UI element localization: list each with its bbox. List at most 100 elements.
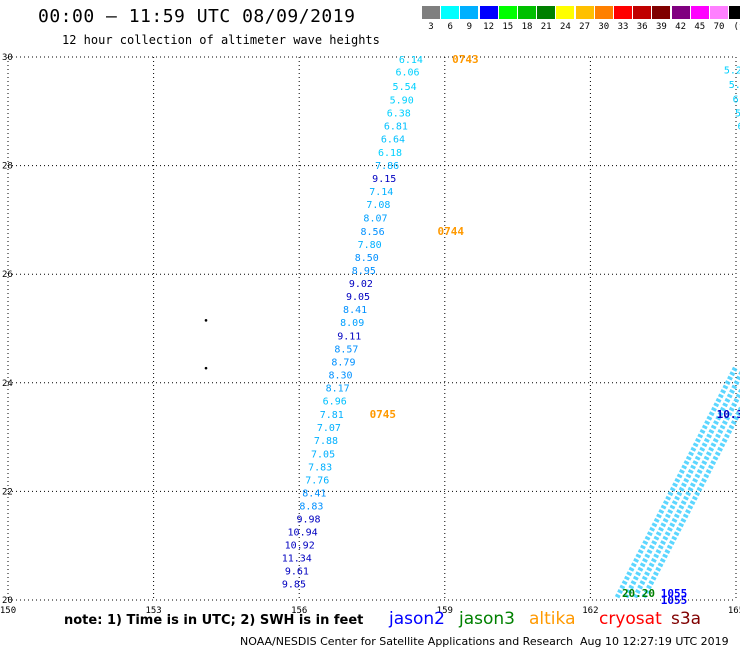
legend-label: 33: [617, 22, 629, 32]
data-point-label: 7.81: [320, 410, 344, 421]
y-tick-label: 30: [2, 53, 13, 63]
legend-swatch: [633, 6, 652, 19]
legend-unit: (ft): [733, 22, 740, 32]
data-point-label: 7.80: [358, 240, 382, 251]
time-label: 1055: [661, 594, 688, 607]
legend-label: 21: [540, 22, 552, 32]
legend-label: 39: [655, 22, 667, 32]
legend-label: 30: [598, 22, 610, 32]
legend-label: 45: [694, 22, 706, 32]
data-point-label: 8.09: [340, 318, 364, 329]
legend-label: 42: [675, 22, 687, 32]
data-point-label: 7.76: [305, 475, 329, 486]
footnote: note: 1) Time is in UTC; 2) SWH is in fe…: [64, 613, 364, 628]
satellite-label-jason3: jason3: [459, 609, 515, 629]
x-tick-label: 162: [582, 606, 598, 616]
data-point-label: 8.41: [302, 488, 326, 499]
edge-data-label: 5: [735, 108, 740, 119]
data-point-label: 6.38: [387, 108, 411, 119]
data-point-label: 5.54: [393, 82, 417, 93]
data-point-label: 7.83: [308, 462, 332, 473]
data-point-label: 8.79: [331, 358, 355, 369]
x-tick-label: 159: [437, 606, 453, 616]
legend-swatch: [671, 6, 690, 19]
data-point-label: 5.90: [390, 95, 414, 106]
legend-label: 70: [713, 22, 725, 32]
satellite-label-altika: altika: [529, 609, 576, 629]
credit-line: NOAA/NESDIS Center for Satellite Applica…: [240, 635, 574, 648]
legend-label: 3: [428, 22, 434, 32]
legend-label: 18: [521, 22, 533, 32]
data-point-label: 7.05: [311, 449, 335, 460]
island-dot: [204, 319, 208, 322]
data-point-label: 6.81: [384, 121, 408, 132]
chart-title: 00:00 – 11:59 UTC 08/09/2019: [38, 6, 356, 27]
data-point-label: 10.92: [285, 541, 315, 552]
x-tick-label: 153: [145, 606, 161, 616]
data-point-label: 9.02: [349, 279, 373, 290]
legend-label: 24: [559, 22, 571, 32]
y-tick-label: 28: [2, 162, 13, 172]
dense-track-swath: [614, 365, 739, 599]
time-label: 0745: [370, 408, 397, 421]
edge-data-label: 6: [733, 94, 739, 105]
legend-swatch: [479, 6, 498, 19]
data-point-label: 6.64: [381, 134, 405, 145]
legend-swatch: [575, 6, 594, 19]
time-label: 20.20: [622, 587, 655, 600]
data-point-label: 8.95: [352, 266, 376, 277]
data-point-label: 7.14: [369, 187, 393, 198]
legend-swatch: [710, 6, 728, 19]
edge-data-label: 6: [737, 121, 740, 132]
x-tick-label: 156: [291, 606, 307, 616]
y-tick-label: 20: [2, 596, 13, 606]
x-tick-label: 150: [0, 606, 16, 616]
time-label: 0744: [438, 225, 465, 238]
legend-swatch: [460, 6, 479, 19]
legend-swatch: [498, 6, 517, 19]
generated-timestamp: Aug 10 12:27:19 UTC 2019: [580, 635, 729, 648]
legend-swatch: [537, 6, 556, 19]
data-point-label: 8.07: [363, 214, 387, 225]
legend-label: 27: [579, 22, 591, 32]
data-point-label: 7.07: [317, 423, 341, 434]
legend-swatch: [594, 6, 613, 19]
data-point-label: 6.96: [323, 397, 347, 408]
data-point-label: 8.17: [326, 384, 350, 395]
data-point-label: 9.98: [296, 515, 320, 526]
chart-subtitle: 12 hour collection of altimeter wave hei…: [62, 33, 380, 47]
edge-data-label: 5.2: [724, 65, 740, 76]
data-point-label: 8.56: [361, 227, 385, 238]
data-point-label: 9.85: [282, 580, 306, 591]
time-label: 10.35: [717, 408, 740, 421]
x-tick-label: 165: [728, 606, 740, 616]
legend-swatch: [556, 6, 575, 19]
data-point-label: 8.41: [343, 305, 367, 316]
island-dot: [204, 366, 208, 370]
legend-swatch: [422, 6, 440, 19]
dense-track-swath: [632, 387, 740, 599]
legend-swatch: [690, 6, 709, 19]
legend-swatch: [729, 6, 740, 19]
data-point-label: 9.61: [285, 567, 309, 578]
satellite-label-s3a: s3a: [671, 609, 702, 629]
legend-label: 15: [502, 22, 514, 32]
y-tick-label: 24: [2, 379, 13, 389]
data-point-label: 6.06: [395, 68, 419, 79]
data-point-label: 10.94: [288, 528, 318, 539]
data-point-label: 8.30: [328, 371, 352, 382]
legend-label: 6: [447, 22, 453, 32]
legend-label: 36: [636, 22, 648, 32]
legend-label: 12: [483, 22, 495, 32]
legend-swatch: [614, 6, 632, 19]
legend-label: 9: [466, 22, 473, 32]
dense-track-swath: [641, 405, 740, 599]
data-point-label: 8.83: [299, 502, 323, 513]
legend-swatch: [652, 6, 671, 19]
legend-swatch: [518, 6, 536, 19]
data-point-label: 9.05: [346, 292, 370, 303]
dense-track-swath: [623, 370, 740, 599]
satellite-label-cryosat: cryosat: [599, 609, 662, 629]
data-point-label: 7.08: [366, 200, 390, 211]
